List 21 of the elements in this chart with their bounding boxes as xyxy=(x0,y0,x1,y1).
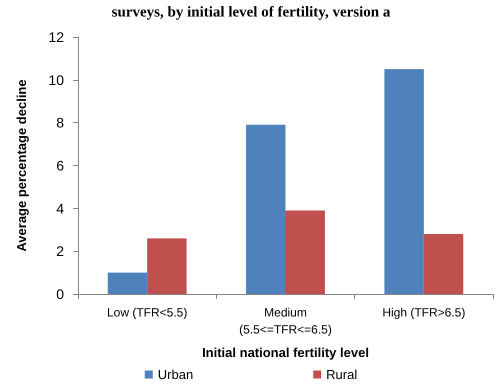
y-tick-label: 10 xyxy=(48,72,64,88)
bar xyxy=(384,69,424,294)
y-axis-title: Average percentage decline xyxy=(14,79,29,252)
y-tick-label: 8 xyxy=(56,114,64,131)
legend-label: Urban xyxy=(158,367,194,382)
x-axis-title: Initial national fertility level xyxy=(202,345,369,360)
y-tick-label: 12 xyxy=(48,29,64,45)
y-tick-label: 0 xyxy=(56,286,64,302)
bar xyxy=(108,272,148,294)
legend-label: Rural xyxy=(326,367,358,382)
bar xyxy=(286,210,325,294)
chart-title: surveys, by initial level of fertility, version a xyxy=(112,4,391,20)
x-tick-label: Low (TFR<5.5) xyxy=(106,306,188,320)
bar xyxy=(424,234,464,294)
y-tick-label: 2 xyxy=(56,243,64,260)
y-tick-label: 6 xyxy=(56,158,64,174)
x-tick-label: Medium (5.5<=TFR<=6.5) xyxy=(239,306,332,336)
y-tick-label: 4 xyxy=(56,200,64,216)
x-tick-label: High (TFR>6.5) xyxy=(382,306,466,320)
bar xyxy=(147,238,187,294)
bar xyxy=(246,124,286,294)
